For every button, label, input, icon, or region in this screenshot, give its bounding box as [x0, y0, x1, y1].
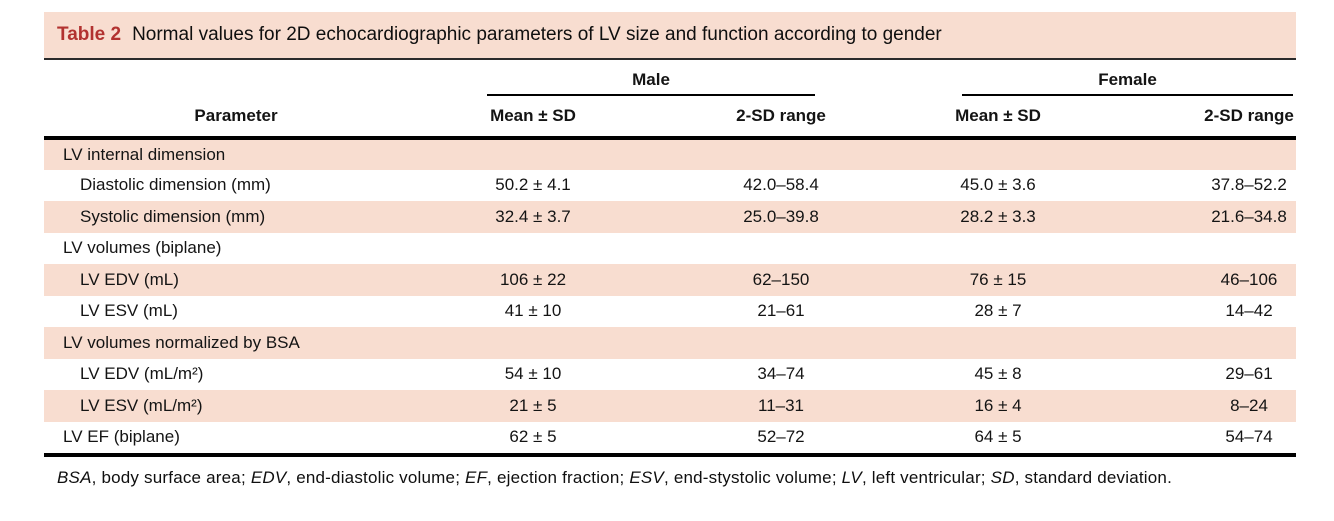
parameter-column-header: Parameter: [44, 96, 428, 140]
footnote-abbreviation: EDV: [250, 468, 287, 487]
table-row: LV EDV (mL) 106 ± 22 62–150 76 ± 15 46–1…: [44, 264, 1297, 296]
female-group-header-cell: Female: [924, 60, 1296, 96]
female-range-cell: 46–106: [1220, 269, 1278, 289]
table-row: Diastolic dimension (mm) 50.2 ± 4.1 42.0…: [44, 170, 1296, 202]
female-mean-sd-cell: 45 ± 8: [974, 364, 1022, 384]
section-row: LV volumes (biplane): [44, 233, 1296, 265]
female-mean-sd-cell: 64 ± 5: [974, 427, 1022, 447]
female-mean-sd-cell: 76 ± 15: [969, 269, 1027, 289]
male-mean-sd-column-header: Mean ± SD: [428, 96, 638, 140]
female-range-cell: 8–24: [1230, 395, 1268, 415]
male-mean-sd-cell: 106 ± 22: [499, 269, 567, 289]
parameter-cell: LV EDV (mL/m²): [80, 364, 204, 384]
female-mean-sd-cell: 45.0 ± 3.6: [960, 175, 1036, 195]
male-mean-sd-cell: 41 ± 10: [504, 301, 562, 321]
table-body: LV internal dimension Diastolic dimensio…: [44, 138, 1297, 454]
section-row: LV internal dimension: [44, 138, 1297, 170]
column-header-row: Parameter Mean ± SD 2-SD range Mean ± SD…: [44, 96, 1297, 140]
parameter-cell: LV EF (biplane): [63, 427, 180, 447]
section-label: LV volumes (biplane): [63, 238, 222, 258]
male-mean-sd-cell: 50.2 ± 4.1: [495, 175, 571, 195]
section-label: LV volumes normalized by BSA: [63, 332, 300, 352]
female-range-cell: 29–61: [1225, 364, 1273, 384]
female-mean-sd-cell: 28.2 ± 3.3: [960, 206, 1036, 226]
footnote-abbreviation: EF: [465, 468, 488, 487]
footnote-abbreviation: LV: [841, 468, 862, 487]
footnote-definition: , left ventricular;: [861, 468, 991, 487]
female-mean-sd-cell: 16 ± 4: [974, 395, 1022, 415]
female-range-cell: 21.6–34.8: [1211, 206, 1287, 226]
table-figure: Table 2 Normal values for 2D echocardiogr…: [44, 0, 1297, 488]
male-2sd-range-column-header: 2-SD range: [638, 96, 925, 140]
footnote-definition: , end-diastolic volume;: [286, 468, 466, 487]
footnote-definition: , body surface area;: [91, 468, 251, 487]
male-range-cell: 21–61: [757, 301, 805, 321]
male-range-cell: 25.0–39.8: [743, 206, 819, 226]
male-mean-sd-cell: 54 ± 10: [504, 364, 562, 384]
footnote-definition: , standard deviation.: [1014, 468, 1172, 487]
table-row: LV EF (biplane) 62 ± 5 52–72 64 ± 5 54–7…: [44, 422, 1296, 454]
table-title-bar: Table 2 Normal values for 2D echocardiogr…: [44, 12, 1296, 58]
footnote-abbreviation: BSA: [57, 468, 92, 487]
female-range-cell: 54–74: [1225, 427, 1273, 447]
section-label: LV internal dimension: [63, 144, 226, 164]
parameter-cell: LV EDV (mL): [80, 269, 179, 289]
parameter-cell: LV ESV (mL/m²): [80, 395, 203, 415]
male-mean-sd-cell: 62 ± 5: [509, 427, 557, 447]
female-mean-sd-column-header: Mean ± SD: [924, 96, 1073, 140]
female-range-cell: 14–42: [1225, 301, 1273, 321]
male-mean-sd-cell: 32.4 ± 3.7: [495, 206, 571, 226]
female-group-underline: Female: [962, 70, 1294, 96]
table-row: LV ESV (mL/m²) 21 ± 5 11–31 16 ± 4 8–24: [44, 390, 1297, 422]
table-title-text: Normal values for 2D echocardiographic p…: [132, 24, 942, 45]
male-range-cell: 42.0–58.4: [743, 175, 819, 195]
male-group-underline: Male: [487, 70, 816, 96]
male-range-cell: 52–72: [757, 427, 805, 447]
parameter-cell: LV ESV (mL): [80, 301, 178, 321]
female-mean-sd-cell: 28 ± 7: [974, 301, 1022, 321]
table-row: LV ESV (mL) 41 ± 10 21–61 28 ± 7 14–42: [44, 296, 1296, 328]
male-range-cell: 62–150: [752, 269, 810, 289]
footnote-definition: , end-stystolic volume;: [663, 468, 842, 487]
female-group-label: Female: [1098, 70, 1157, 89]
footnote-definition: , ejection fraction;: [487, 468, 630, 487]
parameter-cell: Systolic dimension (mm): [80, 206, 266, 226]
male-group-header-cell: Male: [428, 60, 924, 96]
table-footnote: BSA, body surface area; EDV, end-diastol…: [57, 468, 1296, 488]
male-range-cell: 11–31: [758, 395, 805, 415]
table-row: LV EDV (mL/m²) 54 ± 10 34–74 45 ± 8 29–6…: [44, 359, 1296, 391]
male-range-cell: 34–74: [757, 364, 805, 384]
male-mean-sd-cell: 21 ± 5: [509, 395, 557, 415]
footnote-abbreviation: ESV: [629, 468, 664, 487]
title-divider-rule: [44, 58, 1296, 60]
table-number-label: Table 2: [57, 24, 122, 45]
female-range-cell: 37.8–52.2: [1211, 175, 1287, 195]
bottom-rule: [44, 453, 1296, 457]
data-table: Male Female Parameter Mean ± SD 2-SD ran…: [44, 60, 1297, 454]
female-2sd-range-column-header: 2-SD range: [1072, 96, 1297, 140]
header-spacer-cell: [44, 60, 428, 96]
parameter-cell: Diastolic dimension (mm): [80, 175, 271, 195]
section-row: LV volumes normalized by BSA: [44, 327, 1297, 359]
male-group-label: Male: [632, 70, 670, 89]
group-header-row: Male Female: [44, 60, 1296, 96]
table-row: Systolic dimension (mm) 32.4 ± 3.7 25.0–…: [44, 201, 1297, 233]
footnote-abbreviation: SD: [990, 468, 1015, 487]
table-header: Male Female Parameter Mean ± SD 2-SD ran…: [44, 60, 1297, 140]
